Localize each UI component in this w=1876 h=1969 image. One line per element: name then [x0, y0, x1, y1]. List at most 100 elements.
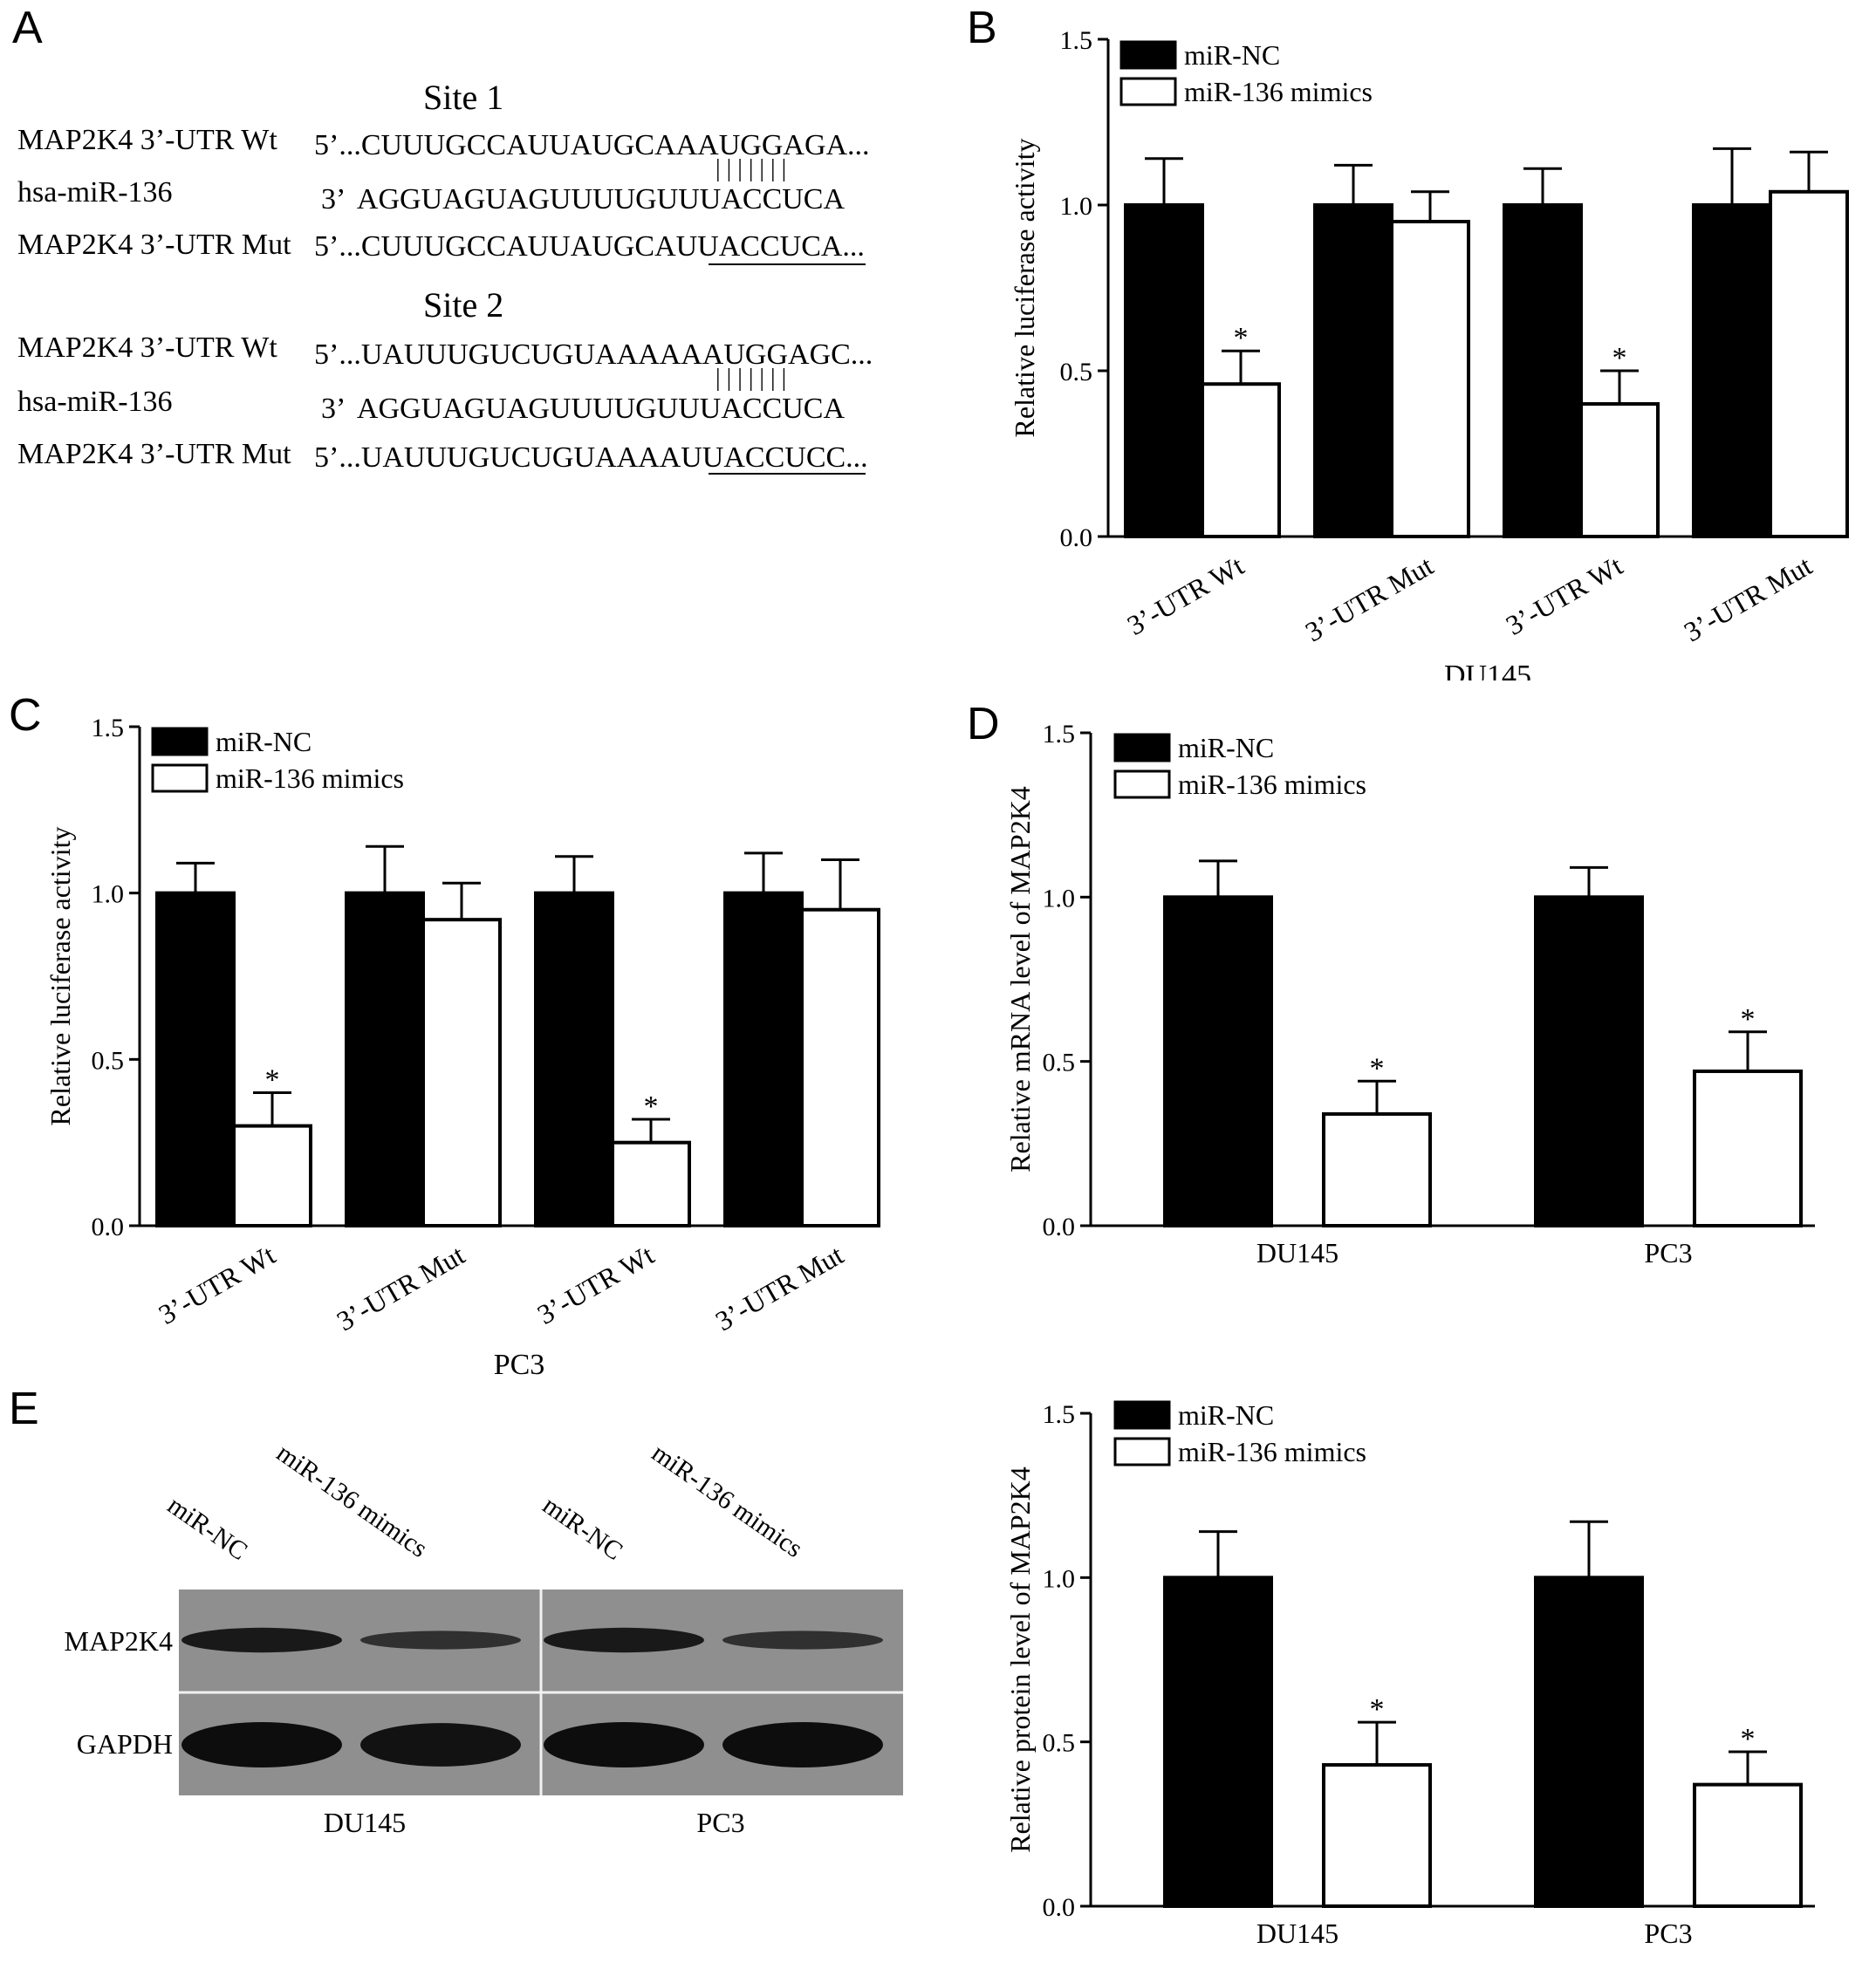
chart-c-legend-swatch — [151, 727, 209, 756]
chart-b-x-tick-label: 3’-UTR Wt — [1121, 550, 1249, 641]
site-2-wt-label: MAP2K4 3’-UTR Wt — [17, 332, 277, 364]
site-2-mut-label: MAP2K4 3’-UTR Mut — [17, 438, 291, 470]
chart-b-legend-swatch — [1119, 40, 1177, 70]
chart-e-y-tick-label: 0.0 — [1043, 1893, 1076, 1922]
band-gapdh-lane-3 — [544, 1722, 704, 1767]
band-map2k4-lane-1 — [181, 1627, 342, 1653]
chart-c-y-axis-label: Relative luciferase activity — [45, 827, 76, 1126]
chart-e-bar-mir-136-mimics — [1322, 1763, 1432, 1908]
chart-d-significance-star: * — [1370, 1052, 1385, 1084]
site-2-mut-sequence: 5’...UAUUUGUCUGUAAAAUUACCUCC... — [314, 441, 868, 474]
chart-d-y-tick-label: 0.0 — [1043, 1213, 1076, 1241]
blot-lane-label: miR-136 mimics — [647, 1439, 808, 1563]
chart-e-y-tick-label: 0.5 — [1043, 1729, 1076, 1758]
chart-e-bar-mir-nc — [1163, 1576, 1273, 1908]
chart-c: 0.0 0.5 1.0 1.5 Relative luciferase activity… — [45, 714, 880, 1381]
blot-lane-label: miR-NC — [162, 1491, 253, 1566]
chart-d-y-tick-label: 1.0 — [1043, 884, 1076, 913]
chart-e-legend-swatch — [1113, 1437, 1171, 1466]
chart-c-y-tick-label: 0.0 — [92, 1213, 125, 1241]
chart-c-bar-mir-nc — [534, 891, 614, 1228]
chart-b-legend-swatch — [1119, 77, 1177, 106]
panel-label-e: E — [9, 1384, 39, 1434]
chart-e-y-tick-label: 1.0 — [1043, 1564, 1076, 1593]
chart-b-x-axis-label: DU145 — [1444, 660, 1531, 680]
chart-c-bar-mir-nc — [345, 891, 425, 1228]
chart-c-legend-label: miR-136 mimics — [216, 762, 404, 794]
site-2-mutation-underline — [709, 473, 866, 475]
band-gapdh-lane-4 — [722, 1722, 883, 1767]
site-2-mir-sequence: 3’ AGGUAGUAGUUUUGUUUACCUCA — [321, 393, 846, 425]
chart-b-bar-mir-nc — [1124, 203, 1204, 538]
chart-c-x-tick-label: 3’-UTR Mut — [710, 1239, 849, 1337]
chart-e-y-tick-label: 1.5 — [1043, 1400, 1076, 1429]
chart-b-bar-mir-136-mimics — [1769, 189, 1849, 539]
site-2-title: Site 2 — [423, 285, 504, 325]
panel-label-b: B — [967, 3, 997, 53]
chart-e-y-axis-label: Relative protein level of MAP2K4 — [1004, 1466, 1036, 1853]
panel-label-c: C — [9, 690, 42, 741]
site-2-wt-sequence: 5’...UAUUUGUCUGUAAAAAAUGGAGC... — [314, 338, 873, 371]
western-blot — [179, 1590, 903, 1795]
site-2-mir-label: hsa-miR-136 — [17, 386, 173, 418]
chart-d-x-tick-label: DU145 — [1256, 1237, 1339, 1268]
site-2-base-pairs: | | | | | | | — [715, 365, 787, 392]
band-gapdh-lane-2 — [360, 1723, 521, 1767]
chart-c-legend-label: miR-NC — [216, 726, 312, 757]
panel-label-a: A — [12, 3, 43, 53]
chart-d: 0.0 0.5 1.0 1.5 Relative mRNA level of MAP2K… — [1004, 720, 1815, 1268]
band-gapdh-lane-1 — [181, 1722, 342, 1767]
chart-e-significance-star: * — [1741, 1723, 1756, 1755]
chart-b-y-tick-label: 1.0 — [1060, 192, 1093, 221]
chart-c-significance-star: * — [644, 1090, 659, 1123]
chart-c-bar-mir-136-mimics — [421, 918, 502, 1227]
chart-c-x-tick-label: 3’-UTR Wt — [531, 1239, 659, 1330]
chart-e-significance-star: * — [1370, 1693, 1385, 1726]
chart-d-bar-mir-136-mimics — [1693, 1069, 1803, 1228]
chart-e-x-tick-label: PC3 — [1644, 1918, 1692, 1949]
blot-group-label-du145: DU145 — [324, 1807, 406, 1838]
western-blot-labels: miR-NC miR-136 mimics miR-NC miR-136 mimics… — [65, 1439, 808, 1838]
chart-b-x-tick-label: 3’-UTR Mut — [1679, 550, 1818, 648]
chart-c-y-tick-label: 1.0 — [92, 880, 125, 909]
chart-d-legend-label: miR-NC — [1178, 732, 1274, 763]
chart-d-y-tick-label: 0.5 — [1043, 1049, 1076, 1077]
chart-e-bar-mir-136-mimics — [1693, 1782, 1803, 1908]
chart-b-x-tick-label: 3’-UTR Mut — [1300, 550, 1439, 648]
site-1-mut-label: MAP2K4 3’-UTR Mut — [17, 229, 291, 261]
blot-group-label-pc3: PC3 — [696, 1807, 744, 1838]
site-1-wt-sequence: 5’...CUUUGCCAUUAUGCAAAUGGAGA... — [314, 129, 870, 161]
blot-lane-label: miR-136 mimics — [271, 1439, 433, 1563]
chart-c-x-tick-label: 3’-UTR Wt — [153, 1239, 280, 1330]
site-1-wt-label: MAP2K4 3’-UTR Wt — [17, 124, 277, 156]
chart-d-significance-star: * — [1741, 1003, 1756, 1036]
chart-d-legend-swatch — [1113, 733, 1171, 762]
chart-d-bar-mir-136-mimics — [1322, 1111, 1432, 1227]
chart-c-bar-mir-nc — [723, 891, 804, 1228]
chart-b-bar-mir-136-mimics — [1579, 402, 1660, 538]
blot-lane-label: miR-NC — [537, 1491, 628, 1566]
panel-label-d: D — [967, 699, 1000, 749]
chart-d-legend-label: miR-136 mimics — [1178, 769, 1366, 800]
chart-e-bar-mir-nc — [1534, 1576, 1644, 1908]
site-1-mir-label: hsa-miR-136 — [17, 176, 173, 209]
chart-c-significance-star: * — [265, 1063, 280, 1096]
chart-c-y-tick-label: 1.5 — [92, 714, 125, 742]
chart-c-x-axis-label: PC3 — [494, 1349, 545, 1381]
chart-d-y-tick-label: 1.5 — [1043, 720, 1076, 749]
chart-e-x-tick-label: DU145 — [1256, 1918, 1339, 1949]
chart-c-bar-mir-136-mimics — [611, 1140, 691, 1227]
chart-c-bar-mir-nc — [155, 891, 236, 1228]
band-map2k4-lane-2 — [360, 1631, 521, 1650]
chart-b-significance-star: * — [1234, 322, 1249, 354]
site-1-title: Site 1 — [423, 78, 504, 117]
chart-c-x-tick-label: 3’-UTR Mut — [332, 1239, 470, 1337]
chart-b-y-axis-label: Relative luciferase activity — [1009, 139, 1040, 438]
chart-b-bar-mir-136-mimics — [1390, 220, 1470, 538]
chart-e: 0.0 0.5 1.0 1.5 Relative protein level of MA… — [1004, 1399, 1815, 1949]
chart-d-legend-swatch — [1113, 769, 1171, 799]
chart-c-bar-mir-136-mimics — [800, 907, 880, 1227]
chart-c-bar-mir-136-mimics — [232, 1124, 312, 1228]
chart-b-bar-mir-nc — [1692, 203, 1772, 538]
chart-b-bar-mir-nc — [1503, 203, 1583, 538]
